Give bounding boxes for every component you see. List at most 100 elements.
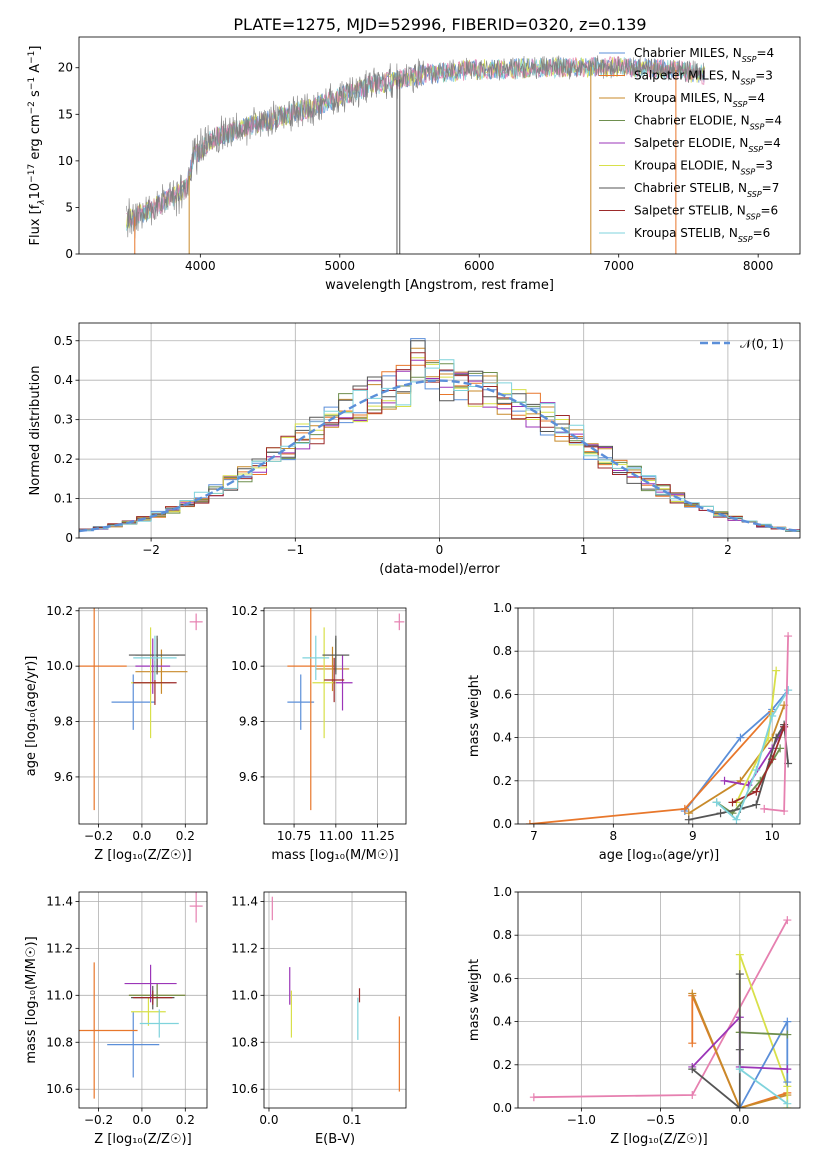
weight-marker-8-3 <box>768 712 777 720</box>
legend-label-sub: SSP <box>733 100 748 109</box>
legend-label-7: Salpeter STELIB, NSSP=6 <box>634 204 778 222</box>
errorbar-point-7 <box>324 657 345 703</box>
weight-marker-9-1 <box>780 807 789 816</box>
weight-marker-3-1 <box>735 950 744 959</box>
legend-label-main: Chabrier MILES, N <box>634 46 742 60</box>
legend-label-tail: =4 <box>764 114 782 128</box>
errorbar-point-8 <box>133 635 177 680</box>
weight-marker-3-3 <box>776 744 785 753</box>
legend-label-main: Salpeter STELIB, N <box>634 204 746 218</box>
x-tick-label-2: 9 <box>689 829 697 843</box>
legend-label-main: Kroupa STELIB, N <box>634 226 738 240</box>
legend-label-tail: =4 <box>756 46 774 60</box>
legend-label-main: Chabrier ELODIE, N <box>634 114 750 128</box>
legend-label-sub: SSP <box>747 190 762 199</box>
y-tick-label-3: 15 <box>58 107 73 121</box>
data-spectrum <box>126 55 706 239</box>
x-tick-label-4: 2 <box>724 543 732 557</box>
legend-label-6: Chabrier STELIB, NSSP=7 <box>634 181 779 199</box>
weight-marker-6-4 <box>772 733 781 742</box>
weight-series-7 <box>732 726 785 804</box>
legend-label-sub: SSP <box>741 77 756 86</box>
weight-series-2 <box>691 993 788 1108</box>
y-label-part-3: −17 <box>27 164 37 183</box>
y-axis-label: mass weight <box>467 675 482 757</box>
plot-area-spectrum <box>126 55 706 254</box>
errorbar-point-6 <box>322 635 350 675</box>
errorbar-point-9 <box>394 613 405 631</box>
legend-label-sub: SSP <box>742 55 757 64</box>
panel-mass-vs-metallicity: −0.2 0.0 0.2 10.6 10.8 11.0 11.2 11.4 Z [log₁₀(Z… <box>24 891 208 1147</box>
y-tick-label-4: 0.4 <box>54 373 73 387</box>
errorbar-point-0 <box>111 674 155 730</box>
y-tick-label-2: 10.0 <box>231 659 258 673</box>
y-tick-label-0: 0.0 <box>493 817 512 831</box>
y-tick-label-1: 0.1 <box>54 492 73 506</box>
x-tick-label-0: −1.0 <box>567 1113 596 1127</box>
y-tick-label-0: 0 <box>65 247 73 261</box>
y-tick-label-1: 0.2 <box>493 1058 512 1072</box>
normal-reference-curve <box>79 379 800 533</box>
errorbar-point-9 <box>189 613 203 631</box>
legend-label-main: Kroupa ELODIE, N <box>634 159 741 173</box>
panel-age-vs-mass: 10.75 11.00 11.25 9.6 9.8 10.0 10.2 mass [log₁₀… <box>231 604 407 863</box>
legend-label-5: Kroupa ELODIE, NSSP=3 <box>634 159 773 177</box>
errorbar-point-1 <box>287 608 335 811</box>
y-tick-label-2: 10.0 <box>46 659 73 673</box>
x-axis-label: (data-model)/error <box>379 562 500 577</box>
legend-label-sub: SSP <box>750 122 765 131</box>
legend-label-3: Chabrier ELODIE, NSSP=4 <box>634 114 782 132</box>
weight-marker-5-3 <box>783 1065 792 1074</box>
x-tick-label-0: −2 <box>142 543 160 557</box>
errorbar-point-9 <box>189 892 203 923</box>
errorbar-point-0 <box>287 674 315 730</box>
x-tick-label-2: 0.2 <box>176 829 195 843</box>
legend-label-main: Salpeter ELODIE, N <box>634 136 748 150</box>
axes-frame <box>517 607 801 825</box>
legend-label-0: Chabrier MILES, NSSP=4 <box>634 46 774 64</box>
legend-label-tail: =7 <box>762 181 780 195</box>
x-tick-label-1: 0.0 <box>132 829 151 843</box>
x-tick-label-1: −0.5 <box>646 1113 675 1127</box>
x-tick-label-0: −0.2 <box>84 1113 113 1127</box>
x-tick-label-0: 10.75 <box>277 829 311 843</box>
figure-title: PLATE=1275, MJD=52996, FIBERID=0320, z=0… <box>233 15 646 34</box>
legend-label-4: Salpeter ELODIE, NSSP=4 <box>634 136 781 154</box>
x-tick-label-3: 7000 <box>603 259 634 273</box>
weight-marker-4-2 <box>783 1078 792 1087</box>
y-label-part-7: −1 <box>27 77 37 90</box>
plot-area-age-vs-metallicity <box>79 608 203 811</box>
x-tick-label-1: −1 <box>286 543 304 557</box>
x-tick-label-0: −0.2 <box>84 829 113 843</box>
errorbar-point-2 <box>135 649 188 694</box>
y-tick-label-3: 11.2 <box>231 941 258 955</box>
y-tick-label-4: 0.8 <box>493 928 512 942</box>
y-tick-label-0: 10.6 <box>46 1082 73 1096</box>
panel-mass-vs-extinction: 0.0 0.1 10.6 10.8 11.0 11.2 11.4 E(B-V) <box>231 891 407 1147</box>
y-tick-label-3: 0.6 <box>493 971 512 985</box>
errorbar-point-5 <box>131 997 166 1026</box>
y-tick-label-3: 10.2 <box>231 604 258 618</box>
weight-series-2 <box>688 704 785 814</box>
weight-marker-7-0 <box>728 798 737 807</box>
x-tick-label-2: 6000 <box>464 259 495 273</box>
errorbar-point-6 <box>128 635 186 675</box>
weight-marker-7-3 <box>735 970 744 979</box>
plot-area-mass-vs-extinction <box>271 896 400 1092</box>
x-tick-label-1: 0.1 <box>342 1113 361 1127</box>
weight-marker-8-2 <box>752 766 761 774</box>
x-tick-label-2: 0 <box>436 543 444 557</box>
y-label-part-1: λ <box>37 199 47 205</box>
y-label-part-6: s <box>28 90 43 101</box>
legend-label-tail: =4 <box>747 91 765 105</box>
weight-marker-7-1 <box>752 787 761 796</box>
x-axis-label: mass [log₁₀(M/M☉)] <box>271 848 398 863</box>
y-tick-label-1: 9.8 <box>239 715 258 729</box>
weight-marker-8-0 <box>735 1065 744 1074</box>
legend-label-main: Salpeter MILES, N <box>634 69 741 83</box>
y-tick-label-2: 0.4 <box>493 731 512 745</box>
weight-marker-0-0 <box>529 1093 538 1102</box>
residual-legend: 𝒩(0, 1) <box>700 337 784 351</box>
legend-label-main: Chabrier STELIB, N <box>634 181 747 195</box>
